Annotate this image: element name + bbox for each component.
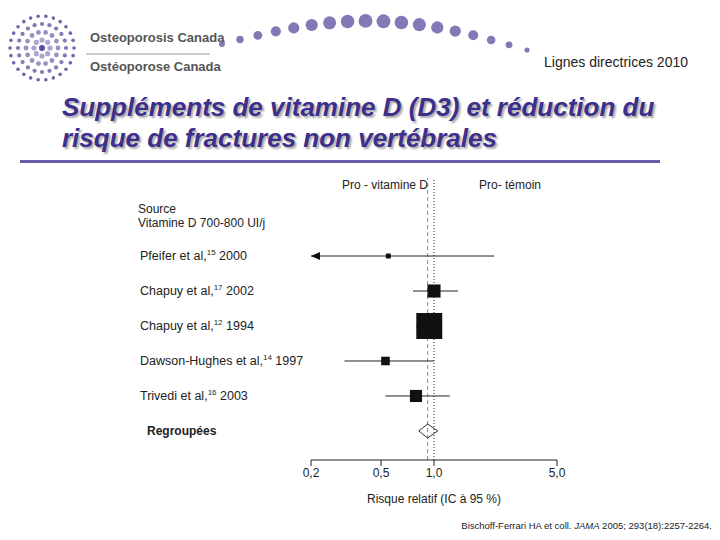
svg-text:0,2: 0,2 — [303, 466, 320, 480]
svg-text:5,0: 5,0 — [549, 466, 566, 480]
svg-text:Chapuy et al,17 2002: Chapuy et al,17 2002 — [140, 283, 254, 298]
svg-text:1,0: 1,0 — [426, 466, 443, 480]
svg-text:Dawson-Hughes et al,14 1997: Dawson-Hughes et al,14 1997 — [140, 353, 303, 368]
svg-text:Risque relatif (IC à 95 %): Risque relatif (IC à 95 %) — [367, 492, 501, 506]
html-text:Ostéoporose Canada: Ostéoporose Canada — [90, 59, 221, 74]
html-text:Osteoporosis Canada: Osteoporosis Canada — [90, 30, 225, 45]
html-text:Vitamine D 700-800 UI/j: Vitamine D 700-800 UI/j — [138, 216, 266, 230]
html-text:Source: Source — [138, 202, 176, 216]
svg-text:Pfeifer et al,15 2000: Pfeifer et al,15 2000 — [140, 248, 247, 263]
html-text:Pro - vitamine D: Pro - vitamine D — [342, 178, 428, 192]
html-text:Bischoff-Ferrari HA et coll. J: Bischoff-Ferrari HA et coll. JAMA 2005; … — [461, 520, 712, 531]
html-text:Pro- témoin: Pro- témoin — [479, 178, 541, 192]
svg-text:Chapuy et al,12 1994: Chapuy et al,12 1994 — [140, 318, 254, 333]
svg-text:0,5: 0,5 — [373, 466, 390, 480]
html-text:Suppléments de vitamine D (D3): Suppléments de vitamine D (D3) et réduct… — [62, 92, 655, 153]
svg-text:Trivedi et al,16 2003: Trivedi et al,16 2003 — [140, 388, 248, 403]
svg-text:Regroupées: Regroupées — [147, 424, 217, 438]
html-text:Lignes directrices 2010: Lignes directrices 2010 — [544, 54, 688, 70]
